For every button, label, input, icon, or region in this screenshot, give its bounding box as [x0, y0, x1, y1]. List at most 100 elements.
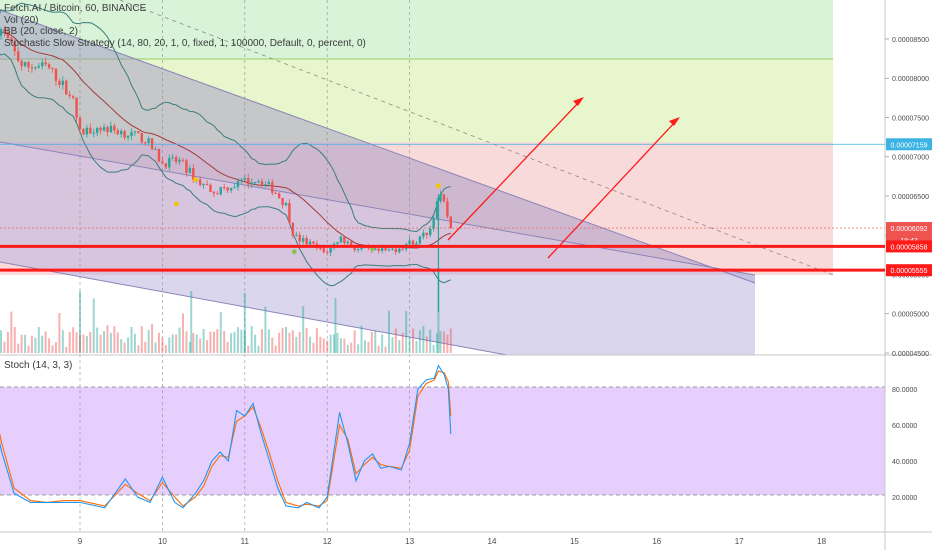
time-axis[interactable]: 9 10 11 12 13 14 15 16 17 18	[78, 537, 827, 546]
volume-bar	[185, 331, 188, 353]
candle-body	[0, 29, 3, 36]
volume-bar	[182, 313, 184, 353]
projection-arrows[interactable]	[447, 97, 680, 259]
candle-body	[277, 193, 281, 199]
channel-top-line	[0, 9, 756, 284]
volume-bar	[61, 330, 64, 353]
volume-bar	[422, 326, 425, 353]
volume-bar	[334, 298, 337, 353]
bollinger-indicator-label[interactable]: BB (20, close, 2)	[4, 26, 78, 37]
candle-body	[123, 130, 126, 138]
candle-body	[61, 80, 65, 85]
stoch-overbought-band	[0, 387, 885, 495]
candle-body	[229, 188, 233, 191]
candle-body	[113, 125, 116, 131]
volume-bar	[17, 343, 20, 353]
volume-bar	[133, 333, 136, 353]
volume-bar	[202, 328, 205, 353]
stoch-axis[interactable]: 80.0000 60.0000 40.0000 20.0000	[892, 387, 917, 502]
candle-body	[391, 248, 394, 250]
price-tag: 0.00007159	[886, 138, 932, 151]
candle-body	[398, 248, 401, 253]
price-tag-bg	[886, 264, 932, 277]
candle-body	[356, 249, 360, 251]
candle-body	[188, 168, 192, 173]
descending-channel[interactable]	[0, 0, 834, 356]
candle-body	[54, 68, 58, 81]
candlestick-series	[0, 25, 452, 313]
volume-bar	[250, 325, 253, 353]
volume-bar	[278, 332, 281, 353]
target-zone-upper	[0, 0, 833, 59]
candle-body	[164, 163, 168, 168]
candle-body	[274, 192, 277, 194]
candle-body	[13, 41, 16, 52]
stoch-tick-label: 20.0000	[892, 495, 917, 502]
strategy-label[interactable]: Stochastic Slow Strategy (14, 80, 20, 1,…	[4, 37, 366, 49]
candle-body	[387, 249, 391, 251]
volume-bar	[89, 331, 92, 353]
volume-bar	[127, 337, 130, 353]
volume-bar	[147, 329, 150, 353]
time-tick-label: 13	[405, 537, 414, 546]
candle-body	[322, 248, 325, 252]
volume-bar	[257, 345, 260, 353]
price-tag-label: 0.00007159	[891, 142, 928, 149]
candle-body	[411, 240, 415, 247]
candle-body	[168, 157, 171, 168]
volume-bar	[439, 331, 442, 353]
candle-body	[109, 125, 113, 133]
strategy-signal-marker	[436, 183, 441, 189]
candle-body	[219, 187, 222, 195]
volume-bar	[30, 335, 33, 353]
volume-bar	[92, 298, 95, 353]
volume-bar	[442, 331, 445, 353]
volume-bar	[230, 333, 233, 353]
candle-body	[343, 236, 346, 244]
volume-bar	[291, 330, 294, 353]
volume-bar	[391, 337, 394, 353]
candle-body	[89, 127, 92, 134]
price-tag-bg	[886, 138, 932, 151]
candle-body	[422, 232, 425, 237]
volume-bar	[161, 337, 164, 353]
candle-body	[267, 182, 271, 185]
volume-bar	[206, 340, 209, 353]
candle-body	[178, 159, 181, 162]
price-tag-label: 0.00006092	[891, 226, 928, 233]
volume-bar	[233, 331, 236, 353]
price-tick-label: 0.00008500	[892, 37, 929, 44]
volume-indicator-label[interactable]: Vol (20)	[4, 14, 39, 26]
price-tag-label: 0.00005858	[891, 244, 928, 251]
candle-body	[353, 247, 356, 251]
time-tick-label: 12	[323, 537, 332, 546]
candle-body	[171, 157, 174, 159]
candle-body	[360, 247, 363, 250]
price-levels[interactable]	[0, 143, 885, 272]
volume-bar	[274, 345, 277, 353]
candle-body	[144, 142, 147, 144]
candle-body	[23, 62, 27, 67]
bb-upper-line	[0, 2, 451, 233]
candle-body	[137, 131, 140, 133]
candle-body	[140, 132, 143, 143]
arrow-line-1	[447, 100, 581, 241]
volume-bar	[96, 327, 99, 353]
volume-bar	[408, 338, 411, 353]
candle-body	[326, 251, 329, 253]
candle-body	[102, 127, 106, 131]
volume-bar	[175, 334, 178, 353]
candle-body	[250, 182, 253, 185]
stoch-indicator-label[interactable]: Stoch (14, 3, 3)	[4, 360, 73, 371]
volume-bar	[288, 332, 291, 353]
price-tick-label: 0.00006500	[892, 194, 929, 201]
volume-bar	[254, 334, 257, 353]
symbol-title[interactable]: Fetch.AI / Bitcoin, 60, BINANCE	[4, 3, 147, 14]
candle-body	[394, 248, 398, 253]
price-axis[interactable]: 0.00008500 0.00008000 0.00007500 0.00007000…	[885, 37, 929, 358]
time-tick-label: 11	[241, 537, 250, 546]
volume-bar	[13, 327, 16, 353]
volume-bar	[346, 344, 349, 353]
time-tick-label: 14	[488, 537, 497, 546]
